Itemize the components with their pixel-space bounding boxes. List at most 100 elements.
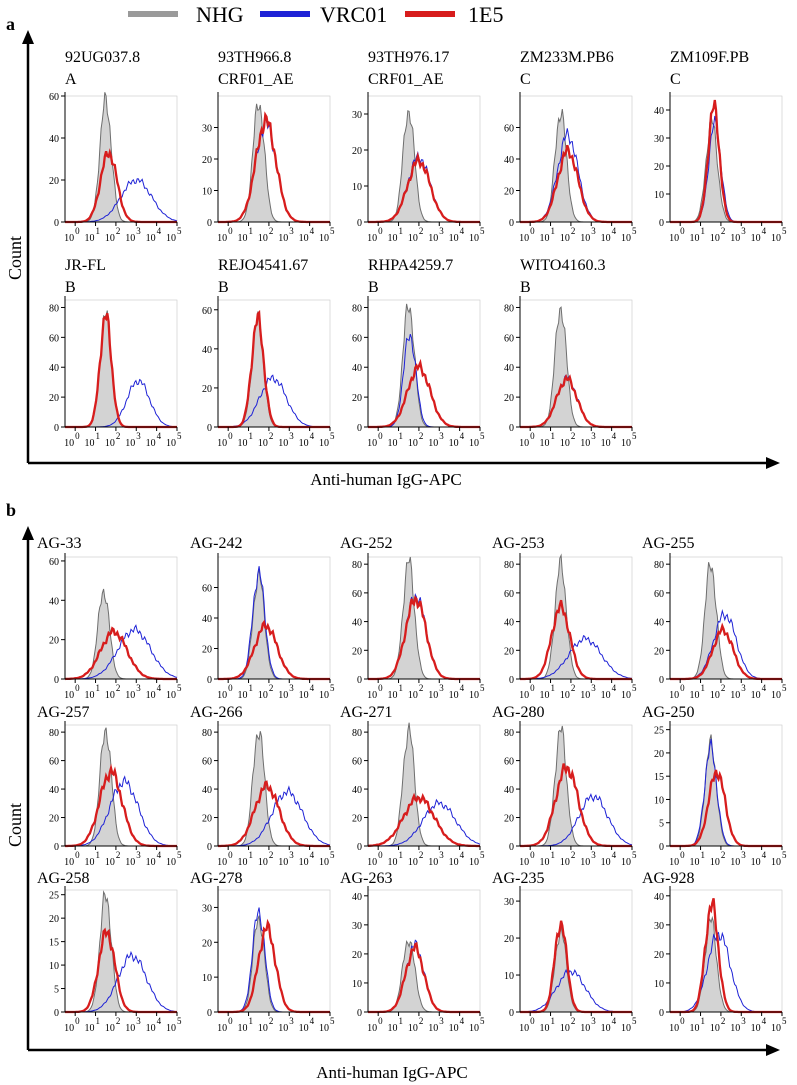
x-tick-base: 10 <box>560 233 570 244</box>
y-tick-label: 0 <box>659 1008 664 1019</box>
x-tick-base: 10 <box>449 438 459 449</box>
y-tick-label: 60 <box>504 124 514 135</box>
x-tick-exponent: 4 <box>460 683 465 693</box>
x-tick-exponent: 3 <box>439 683 444 693</box>
series-1e5-histogram <box>218 918 330 1014</box>
panel-b-letter: b <box>6 500 16 520</box>
x-tick-exponent: 3 <box>741 683 746 693</box>
y-tick-label: 20 <box>504 814 514 825</box>
x-tick-base: 10 <box>730 857 740 868</box>
x-tick-base: 10 <box>730 690 740 701</box>
x-tick-exponent: 1 <box>96 1016 101 1026</box>
x-tick-exponent: 0 <box>680 683 685 693</box>
x-tick-exponent: 0 <box>680 850 685 860</box>
x-tick-base: 10 <box>146 1023 156 1034</box>
x-tick-exponent: 2 <box>116 1016 121 1026</box>
y-tick-label: 40 <box>654 892 664 903</box>
panel-b-y-arrow <box>22 526 34 540</box>
x-tick-exponent: 1 <box>551 226 556 236</box>
legend-vrc01-label: VRC01 <box>320 2 387 27</box>
x-tick-exponent: 4 <box>460 431 465 441</box>
x-tick-exponent: 3 <box>439 226 444 236</box>
chart-title: RHPA4259.7 <box>368 257 453 274</box>
series-1e5-histogram <box>218 111 330 224</box>
x-tick-exponent: 5 <box>632 1016 637 1026</box>
x-tick-exponent: 3 <box>289 1016 294 1026</box>
plot-frame <box>669 556 783 680</box>
x-tick-exponent: 0 <box>378 226 383 236</box>
x-tick-base: 10 <box>64 857 74 868</box>
plot-frame <box>519 95 633 223</box>
series-nhg-histogram <box>368 303 480 428</box>
x-tick-base: 10 <box>64 1023 74 1034</box>
series-1e5-histogram <box>520 920 632 1014</box>
x-tick-base: 10 <box>278 690 288 701</box>
x-tick-exponent: 5 <box>480 683 485 693</box>
x-tick-base: 10 <box>367 1023 377 1034</box>
series-1e5-histogram <box>520 763 632 848</box>
x-tick-base: 10 <box>751 1023 761 1034</box>
x-tick-exponent: 4 <box>460 1016 465 1026</box>
x-tick-base: 10 <box>751 233 761 244</box>
x-tick-base: 10 <box>319 690 329 701</box>
x-tick-base: 10 <box>64 438 74 449</box>
y-tick-label: 0 <box>207 842 212 853</box>
series-1e5-histogram <box>368 792 480 848</box>
y-tick-label: 80 <box>352 303 362 314</box>
series-nhg-histogram <box>218 103 330 223</box>
x-tick-base: 10 <box>166 438 176 449</box>
series-nhg-histogram <box>520 306 632 428</box>
plot-frame <box>519 299 633 428</box>
y-tick-label: 20 <box>352 814 362 825</box>
plot-frame <box>217 299 331 428</box>
y-tick-label: 0 <box>509 842 514 853</box>
x-tick-exponent: 0 <box>75 1016 80 1026</box>
y-tick-label: 40 <box>654 106 664 117</box>
x-tick-base: 10 <box>388 857 398 868</box>
x-tick-exponent: 5 <box>177 850 182 860</box>
plot-frame <box>367 889 481 1013</box>
x-tick-exponent: 1 <box>249 683 254 693</box>
x-tick-exponent: 3 <box>591 850 596 860</box>
panel-a-frame: a Count Anti-human IgG-APC <box>5 14 780 489</box>
x-tick-base: 10 <box>601 438 611 449</box>
y-tick-label: 0 <box>207 675 212 686</box>
x-tick-base: 10 <box>278 857 288 868</box>
y-tick-label: 0 <box>357 1008 362 1019</box>
y-tick-label: 30 <box>352 110 362 121</box>
x-tick-exponent: 1 <box>701 683 706 693</box>
series-1e5-histogram <box>65 148 177 224</box>
y-tick-label: 40 <box>352 363 362 374</box>
x-tick-exponent: 5 <box>480 850 485 860</box>
x-tick-base: 10 <box>428 690 438 701</box>
x-tick-exponent: 2 <box>269 431 274 441</box>
x-tick-exponent: 2 <box>269 683 274 693</box>
y-tick-label: 40 <box>49 596 59 607</box>
x-tick-base: 10 <box>469 857 479 868</box>
x-tick-base: 10 <box>428 438 438 449</box>
chart-title: AG-235 <box>492 870 544 887</box>
series-nhg-histogram <box>368 722 480 847</box>
x-tick-base: 10 <box>278 438 288 449</box>
series-1e5-histogram <box>670 898 782 1014</box>
x-tick-base: 10 <box>85 233 95 244</box>
plot-frame <box>669 724 783 847</box>
x-tick-exponent: 0 <box>530 226 535 236</box>
x-tick-exponent: 3 <box>591 226 596 236</box>
x-tick-base: 10 <box>540 857 550 868</box>
series-1e5-histogram <box>670 622 782 681</box>
y-tick-label: 0 <box>357 675 362 686</box>
x-tick-base: 10 <box>367 233 377 244</box>
x-tick-base: 10 <box>105 857 115 868</box>
x-tick-exponent: 0 <box>228 683 233 693</box>
x-tick-base: 10 <box>408 438 418 449</box>
x-tick-exponent: 4 <box>612 850 617 860</box>
x-tick-exponent: 3 <box>591 683 596 693</box>
chart-title: B <box>65 279 76 296</box>
y-tick-label: 60 <box>504 589 514 600</box>
y-tick-label: 60 <box>49 333 59 344</box>
x-tick-base: 10 <box>449 857 459 868</box>
